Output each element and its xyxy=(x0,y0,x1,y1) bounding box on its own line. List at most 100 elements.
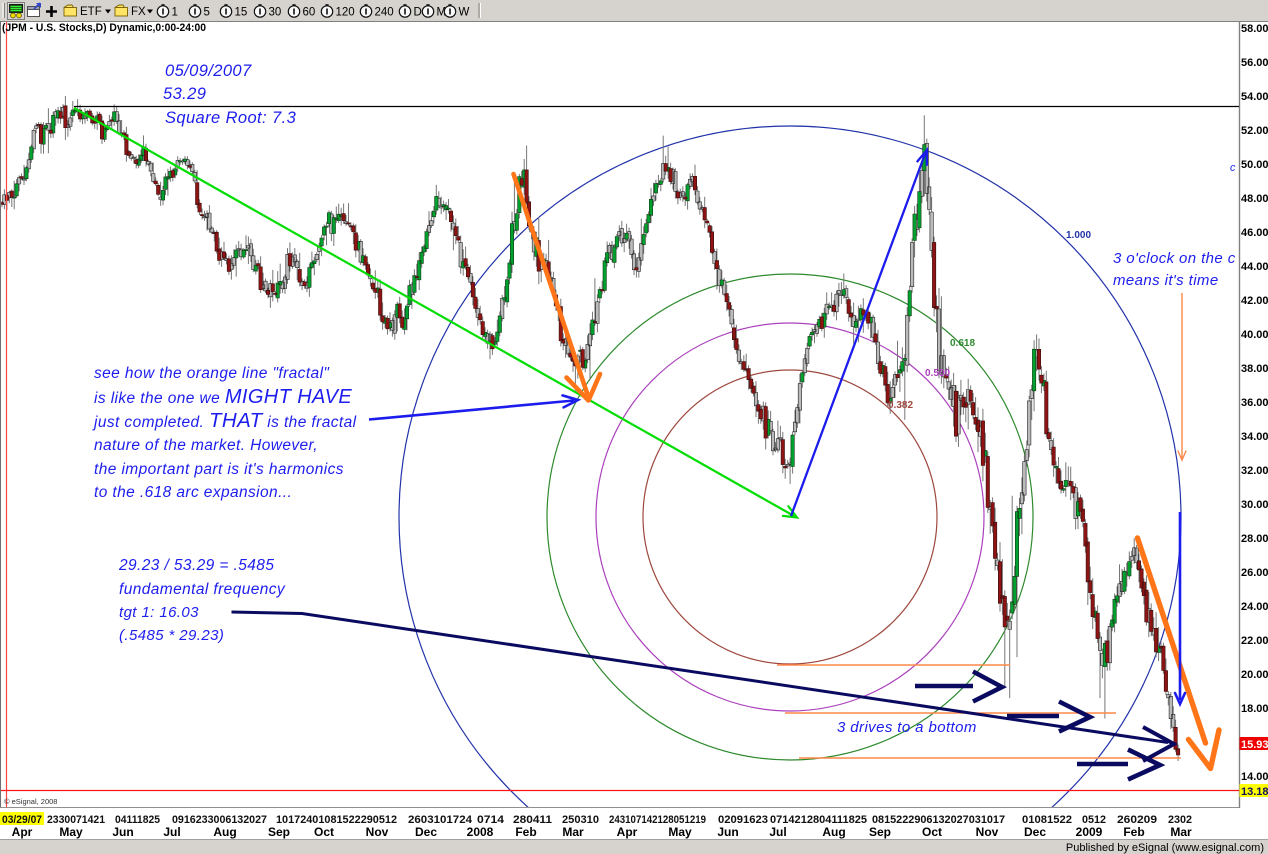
svg-text:ETF: ETF xyxy=(80,6,102,18)
svg-text:Jun: Jun xyxy=(717,825,738,839)
svg-text:Dec: Dec xyxy=(415,825,437,839)
svg-text:Jul: Jul xyxy=(769,825,786,839)
svg-text:243107142128051219: 243107142128051219 xyxy=(609,814,706,826)
svg-text:5: 5 xyxy=(204,7,210,19)
svg-text:14.00: 14.00 xyxy=(1241,771,1268,783)
svg-text:20.00: 20.00 xyxy=(1241,669,1268,681)
svg-text:02091623: 02091623 xyxy=(718,814,768,826)
svg-text:c: c xyxy=(1230,162,1236,174)
svg-text:22.00: 22.00 xyxy=(1241,635,1268,647)
svg-text:48.00: 48.00 xyxy=(1241,193,1268,205)
svg-text:0.618: 0.618 xyxy=(950,338,975,349)
svg-text:May: May xyxy=(668,825,692,839)
svg-text:© eSignal, 2008: © eSignal, 2008 xyxy=(4,797,57,806)
svg-text:54.00: 54.00 xyxy=(1241,91,1268,103)
svg-text:the important part is it's har: the important part is it's harmonics xyxy=(94,461,344,478)
svg-text:Sep: Sep xyxy=(869,825,891,839)
svg-text:24.00: 24.00 xyxy=(1241,601,1268,613)
svg-text:Nov: Nov xyxy=(976,825,999,839)
svg-text:2302: 2302 xyxy=(1168,814,1192,826)
svg-text:is like the one we MIGHT HAVE: is like the one we MIGHT HAVE xyxy=(94,386,352,408)
svg-text:36.00: 36.00 xyxy=(1241,397,1268,409)
svg-text:0714: 0714 xyxy=(477,814,505,826)
svg-text:1.000: 1.000 xyxy=(1066,230,1091,241)
svg-text:15.93: 15.93 xyxy=(1241,739,1268,751)
svg-text:50.00: 50.00 xyxy=(1241,159,1268,171)
svg-text:Feb: Feb xyxy=(1123,825,1144,839)
svg-text:280411: 280411 xyxy=(513,814,552,826)
svg-text:0.382: 0.382 xyxy=(888,400,913,411)
svg-text:42.00: 42.00 xyxy=(1241,295,1268,307)
svg-text:44.00: 44.00 xyxy=(1241,261,1268,273)
svg-text:Feb: Feb xyxy=(515,825,536,839)
svg-text:Mar: Mar xyxy=(1170,825,1192,839)
svg-text:3 drives to a bottom: 3 drives to a bottom xyxy=(837,719,977,736)
svg-text:to the .618 arc expansion...: to the .618 arc expansion... xyxy=(94,484,292,501)
svg-text:53.29: 53.29 xyxy=(163,85,206,103)
svg-text:0815222906132027031017: 0815222906132027031017 xyxy=(872,814,1005,826)
svg-text:0916233006132027: 0916233006132027 xyxy=(172,814,267,826)
svg-text:3 o'clock on the c: 3 o'clock on the c xyxy=(1113,250,1236,267)
svg-text:M: M xyxy=(437,7,447,19)
svg-text:18.00: 18.00 xyxy=(1241,703,1268,715)
svg-text:0512: 0512 xyxy=(1082,814,1106,826)
svg-text:240: 240 xyxy=(375,7,394,19)
svg-text:Dec: Dec xyxy=(1024,825,1046,839)
svg-text:Square Root: 7.3: Square Root: 7.3 xyxy=(165,109,297,127)
svg-text:Jun: Jun xyxy=(112,825,133,839)
svg-text:56.00: 56.00 xyxy=(1241,57,1268,69)
svg-text:see how the orange line "fract: see how the orange line "fractal" xyxy=(94,365,330,382)
svg-text:D: D xyxy=(414,7,422,19)
svg-text:(.5485 * 29.23): (.5485 * 29.23) xyxy=(119,627,224,644)
svg-text:means it's time: means it's time xyxy=(1113,272,1219,289)
svg-text:FX: FX xyxy=(131,6,146,18)
svg-text:01081522: 01081522 xyxy=(1022,814,1072,826)
svg-text:Aug: Aug xyxy=(213,825,236,839)
svg-text:2008: 2008 xyxy=(467,825,494,839)
svg-text:29.23 / 53.29 = .5485: 29.23 / 53.29 = .5485 xyxy=(118,557,274,574)
svg-text:32.00: 32.00 xyxy=(1241,465,1268,477)
svg-text:Oct: Oct xyxy=(922,825,942,839)
svg-text:38.00: 38.00 xyxy=(1241,363,1268,375)
svg-text:52.00: 52.00 xyxy=(1241,125,1268,137)
svg-text:40.00: 40.00 xyxy=(1241,329,1268,341)
svg-text:10172401081522290512: 10172401081522290512 xyxy=(276,814,397,826)
svg-text:Published by eSignal (www.esig: Published by eSignal (www.esignal.com) xyxy=(1066,842,1264,854)
svg-text:260209: 260209 xyxy=(1117,814,1157,826)
svg-text:03/29/07: 03/29/07 xyxy=(2,814,42,826)
svg-text:tgt 1: 16.03: tgt 1: 16.03 xyxy=(119,604,199,621)
svg-text:2330071421: 2330071421 xyxy=(47,814,105,826)
svg-text:2603101724: 2603101724 xyxy=(408,814,473,826)
svg-text:Apr: Apr xyxy=(617,825,638,839)
svg-text:1: 1 xyxy=(172,7,178,19)
svg-text:Aug: Aug xyxy=(822,825,845,839)
svg-text:2009: 2009 xyxy=(1076,825,1103,839)
svg-text:0.500: 0.500 xyxy=(925,368,950,379)
svg-text:fundamental frequency: fundamental frequency xyxy=(119,581,286,598)
svg-text:nature of the market. However: nature of the market. However, xyxy=(94,437,318,454)
svg-text:13.18: 13.18 xyxy=(1241,786,1268,798)
svg-text:58.00: 58.00 xyxy=(1241,23,1268,35)
svg-text:04111825: 04111825 xyxy=(115,814,160,826)
svg-text:Jul: Jul xyxy=(163,825,180,839)
svg-text:120: 120 xyxy=(336,7,355,19)
svg-text:Nov: Nov xyxy=(366,825,389,839)
svg-text:46.00: 46.00 xyxy=(1241,227,1268,239)
svg-text:W: W xyxy=(459,7,470,19)
svg-text:26.00: 26.00 xyxy=(1241,567,1268,579)
svg-text:0714212804111825: 0714212804111825 xyxy=(770,814,867,826)
svg-text:34.00: 34.00 xyxy=(1241,431,1268,443)
svg-text:(JPM - U.S. Stocks,D) Dynamic,: (JPM - U.S. Stocks,D) Dynamic,0:00-24:00 xyxy=(2,22,206,34)
svg-text:15: 15 xyxy=(235,7,248,19)
svg-text:28.00: 28.00 xyxy=(1241,533,1268,545)
svg-text:250310: 250310 xyxy=(562,814,599,826)
svg-text:05/09/2007: 05/09/2007 xyxy=(165,62,252,80)
svg-text:May: May xyxy=(59,825,83,839)
svg-text:30.00: 30.00 xyxy=(1241,499,1268,511)
svg-text:Oct: Oct xyxy=(314,825,334,839)
svg-text:Mar: Mar xyxy=(562,825,584,839)
svg-text:Sep: Sep xyxy=(268,825,290,839)
svg-text:Apr: Apr xyxy=(12,825,33,839)
svg-text:60: 60 xyxy=(303,7,316,19)
svg-text:30: 30 xyxy=(269,7,282,19)
